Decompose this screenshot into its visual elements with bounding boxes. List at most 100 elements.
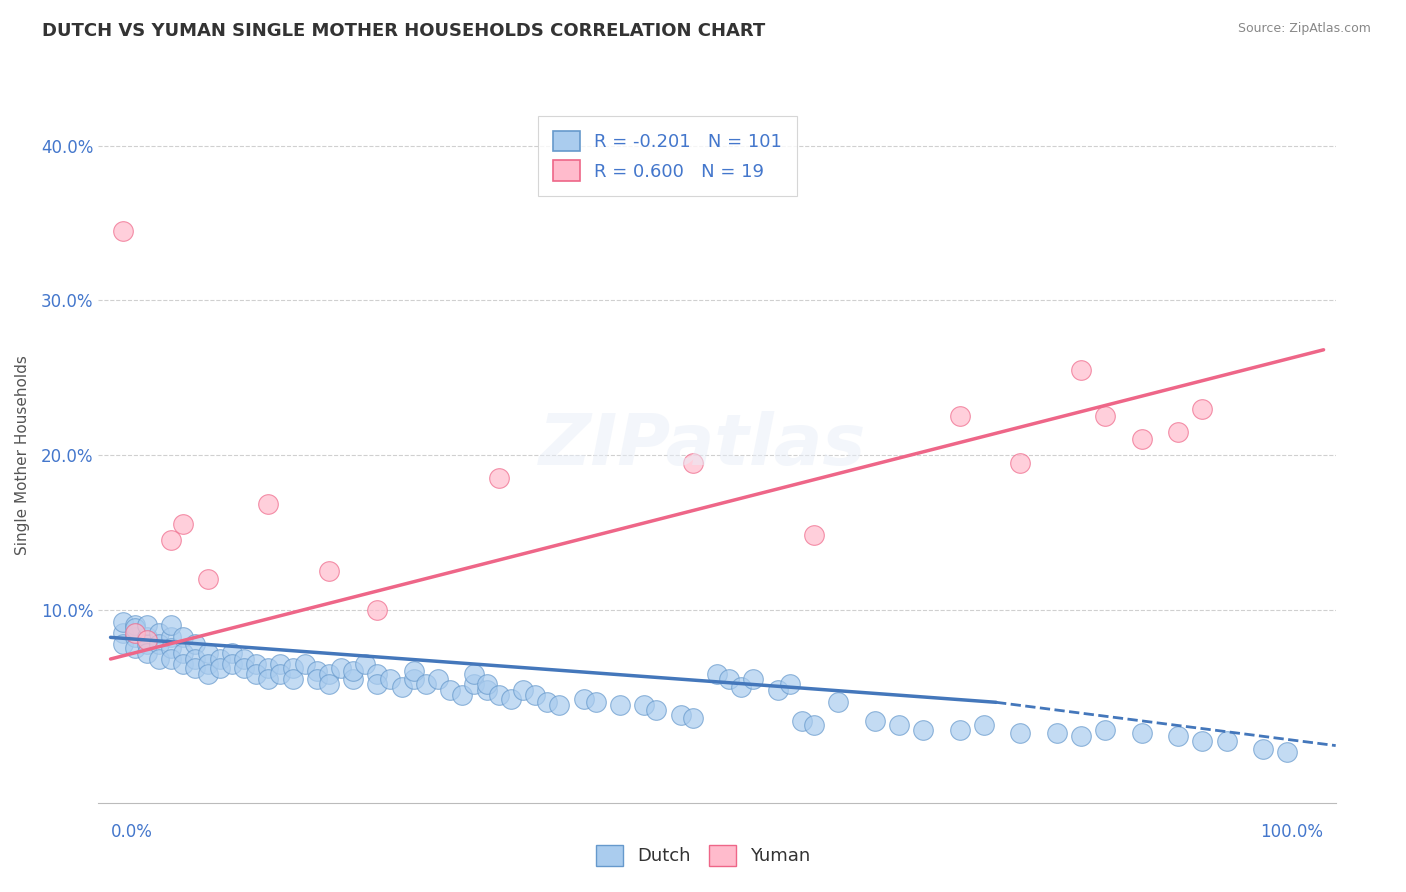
Point (949, 409, 972, 424)
Text: ZIPatlas: ZIPatlas (540, 411, 866, 481)
Point (463, 677, 485, 691)
Point (124, 641, 146, 656)
Point (1010, 456, 1032, 470)
Point (1046, 726, 1069, 740)
Y-axis label: Single Mother Households: Single Mother Households (15, 355, 30, 555)
Point (1094, 409, 1116, 424)
Point (184, 652, 207, 666)
Point (148, 652, 170, 666)
Point (887, 718, 910, 732)
Point (706, 667, 728, 681)
Text: 100.0%: 100.0% (1261, 823, 1323, 841)
Point (366, 667, 388, 681)
Point (402, 672, 425, 686)
Point (172, 646, 194, 660)
Point (609, 698, 631, 713)
Point (257, 661, 280, 675)
Point (1191, 734, 1213, 748)
Point (645, 703, 668, 717)
Point (111, 625, 134, 640)
Point (366, 677, 388, 691)
Point (160, 641, 183, 656)
Point (536, 695, 558, 709)
Text: 0.0%: 0.0% (111, 823, 152, 841)
Point (585, 695, 607, 709)
Point (1191, 401, 1213, 416)
Point (366, 602, 388, 616)
Point (269, 667, 291, 681)
Text: DUTCH VS YUMAN SINGLE MOTHER HOUSEHOLDS CORRELATION CHART: DUTCH VS YUMAN SINGLE MOTHER HOUSEHOLDS … (42, 22, 765, 40)
Point (197, 657, 219, 671)
Point (499, 692, 522, 706)
Point (391, 680, 413, 694)
Point (160, 618, 183, 632)
Point (1275, 745, 1298, 759)
Point (803, 718, 825, 732)
Point (682, 456, 704, 470)
Point (197, 667, 219, 681)
Point (718, 672, 741, 686)
Point (172, 657, 194, 671)
Point (305, 665, 328, 679)
Point (294, 657, 316, 671)
Point (1070, 729, 1092, 743)
Point (281, 661, 304, 675)
Point (512, 682, 534, 697)
Point (318, 677, 340, 691)
Point (305, 672, 328, 686)
Point (463, 667, 485, 681)
Point (1167, 425, 1189, 439)
Point (148, 636, 170, 650)
Point (257, 497, 280, 511)
Point (136, 631, 159, 645)
Point (354, 657, 377, 671)
Point (766, 682, 789, 697)
Point (330, 661, 353, 675)
Point (402, 665, 425, 679)
Point (208, 652, 231, 666)
Point (742, 672, 765, 686)
Point (160, 652, 183, 666)
Point (136, 636, 159, 650)
Legend: Dutch, Yuman: Dutch, Yuman (583, 832, 823, 879)
Point (160, 631, 183, 645)
Point (245, 667, 267, 681)
Point (197, 646, 219, 660)
Point (427, 672, 450, 686)
Point (111, 224, 134, 238)
Point (669, 707, 692, 722)
Point (730, 680, 752, 694)
Point (342, 665, 364, 679)
Point (184, 636, 207, 650)
Point (342, 672, 364, 686)
Point (488, 688, 510, 702)
Point (136, 646, 159, 660)
Point (172, 517, 194, 532)
Point (1070, 363, 1092, 377)
Point (221, 646, 243, 660)
Point (633, 698, 655, 713)
Point (318, 564, 340, 578)
Point (475, 682, 498, 697)
Point (318, 667, 340, 681)
Legend: R = -0.201   N = 101, R = 0.600   N = 19: R = -0.201 N = 101, R = 0.600 N = 19 (538, 116, 797, 195)
Point (233, 652, 256, 666)
Point (111, 636, 134, 650)
Point (136, 633, 159, 648)
Point (488, 471, 510, 485)
Point (682, 711, 704, 725)
Point (124, 631, 146, 645)
Point (111, 615, 134, 629)
Point (451, 688, 474, 702)
Point (1167, 729, 1189, 743)
Point (257, 672, 280, 686)
Point (1215, 734, 1237, 748)
Point (1094, 723, 1116, 738)
Point (208, 661, 231, 675)
Point (1130, 433, 1153, 447)
Point (184, 661, 207, 675)
Point (197, 572, 219, 586)
Point (548, 698, 571, 713)
Point (245, 657, 267, 671)
Point (1251, 741, 1274, 756)
